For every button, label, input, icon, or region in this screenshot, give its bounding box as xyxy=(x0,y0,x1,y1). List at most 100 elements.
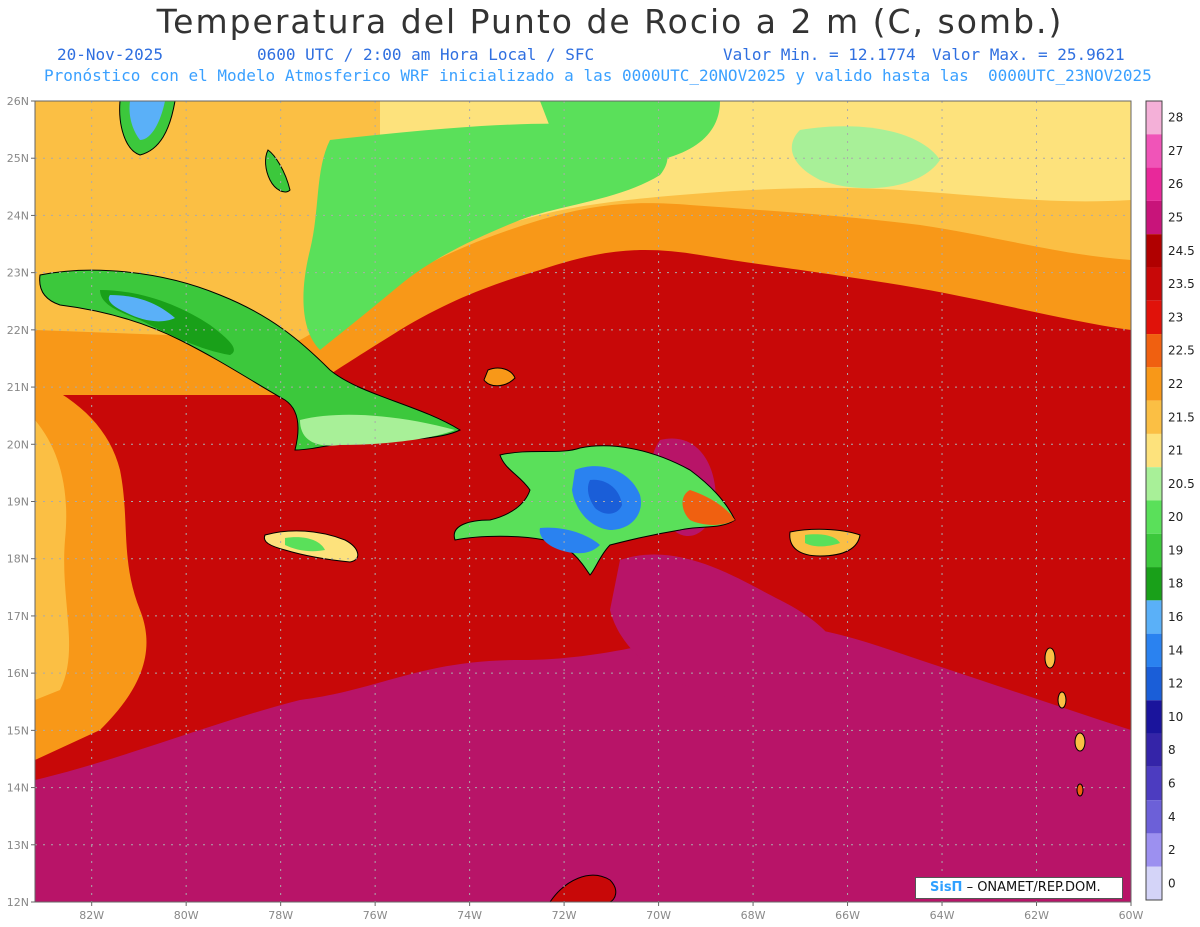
colorbar-swatch xyxy=(1146,833,1162,867)
credit-text: – ONAMET/REP.DOM. xyxy=(962,880,1101,895)
colorbar-label: 22.5 xyxy=(1168,344,1195,358)
lon-tick-label: 66W xyxy=(835,909,860,922)
lon-tick-label: 76W xyxy=(363,909,388,922)
lon-tick-label: 78W xyxy=(268,909,293,922)
colorbar-swatch xyxy=(1146,800,1162,834)
colorbar-label: 19 xyxy=(1168,543,1183,557)
martinique xyxy=(1074,732,1086,752)
colorbar-swatch xyxy=(1146,300,1162,335)
colorbar-swatch xyxy=(1146,101,1162,135)
colorbar-swatch xyxy=(1146,234,1162,268)
lon-tick-label: 70W xyxy=(646,909,671,922)
colorbar-label: 20.5 xyxy=(1168,477,1195,491)
colorbar-label: 14 xyxy=(1168,643,1183,657)
lon-tick-label: 82W xyxy=(79,909,104,922)
lat-tick-label: 23N xyxy=(7,267,29,280)
colorbar-swatch xyxy=(1146,267,1162,301)
forecast-time: 0600 UTC / 2:00 am Hora Local / SFC xyxy=(257,45,595,64)
colorbar-label: 4 xyxy=(1168,810,1176,824)
lon-tick-label: 72W xyxy=(552,909,577,922)
colorbar-swatch xyxy=(1146,500,1162,534)
map-grid xyxy=(35,101,1131,902)
lat-tick-label: 15N xyxy=(7,724,29,737)
lat-tick-label: 17N xyxy=(7,610,29,623)
andros xyxy=(265,149,291,193)
colorbar-label: 10 xyxy=(1168,710,1183,724)
colorbar-swatch xyxy=(1146,633,1162,667)
colorbar-swatch xyxy=(1146,700,1162,734)
lon-tick-label: 68W xyxy=(741,909,766,922)
map-title: Temperatura del Punto de Rocio a 2 m (C,… xyxy=(156,2,1064,41)
lat-tick-label: 12N xyxy=(7,896,29,909)
colorbar-swatch xyxy=(1146,766,1162,801)
colorbar-label: 23 xyxy=(1168,310,1183,324)
lat-tick-label: 13N xyxy=(7,839,29,852)
lat-tick-label: 22N xyxy=(7,324,29,337)
guajira-coast xyxy=(549,874,617,902)
florida-blue xyxy=(129,101,165,140)
lat-tick-label: 24N xyxy=(7,209,29,222)
green-region-north xyxy=(540,101,720,164)
colorbar-swatch xyxy=(1146,367,1162,401)
colorbar-label: 18 xyxy=(1168,577,1183,591)
st-lucia xyxy=(1076,783,1084,797)
green-region xyxy=(303,123,668,350)
colorbar-label: 23.5 xyxy=(1168,277,1195,291)
lat-tick-label: 25N xyxy=(7,152,29,165)
colorbar-swatch xyxy=(1146,567,1162,601)
lat-tick-label: 14N xyxy=(7,782,29,795)
forecast-description: Pronóstico con el Modelo Atmosferico WRF… xyxy=(44,66,1152,85)
colorbar-label: 8 xyxy=(1168,743,1176,757)
colorbar-label: 28 xyxy=(1168,111,1183,125)
map-field xyxy=(35,101,1131,902)
lon-tick-label: 62W xyxy=(1024,909,1049,922)
colorbar-label: 2 xyxy=(1168,843,1176,857)
lon-tick-label: 80W xyxy=(174,909,199,922)
colorbar-label: 6 xyxy=(1168,776,1176,790)
colorbar-swatch xyxy=(1146,334,1162,368)
colorbar-label: 16 xyxy=(1168,610,1183,624)
colorbar-swatch xyxy=(1146,866,1162,900)
dominica xyxy=(1057,691,1067,709)
lon-tick-label: 74W xyxy=(457,909,482,922)
colorbar-swatch xyxy=(1146,200,1162,235)
sispi-logo: SisΠ xyxy=(930,880,963,895)
west-band-light xyxy=(35,420,70,700)
colorbar-swatch xyxy=(1146,467,1162,501)
colorbar-swatch xyxy=(1146,167,1162,201)
central-magenta xyxy=(610,554,847,709)
forecast-date: 20-Nov-2025 xyxy=(57,45,163,64)
colorbar-label: 22 xyxy=(1168,377,1183,391)
colorbar-label: 0 xyxy=(1168,876,1176,890)
jamaica-green xyxy=(285,537,325,552)
colorbar-label: 20 xyxy=(1168,510,1183,524)
lat-tick-label: 16N xyxy=(7,667,29,680)
hispaniola-deep-blue xyxy=(587,479,622,514)
colorbar-swatch xyxy=(1146,600,1162,634)
colorbar-label: 12 xyxy=(1168,677,1183,691)
colorbar-label: 21.5 xyxy=(1168,410,1195,424)
max-value: Valor Max. = 25.9621 xyxy=(932,45,1125,64)
colorbar: 2827262524.523.52322.52221.52120.5201918… xyxy=(1145,100,1195,901)
lat-tick-label: 18N xyxy=(7,553,29,566)
turks-caicos xyxy=(483,367,516,387)
colorbar-swatch xyxy=(1146,400,1162,434)
latitude-ticks: 26N 25N 24N 23N 22N 21N 20N 19N 18N 17N 16N 15N 14N 1… xyxy=(7,95,35,909)
colorbar-border xyxy=(1145,100,1163,901)
hispaniola-east-orange xyxy=(682,490,735,525)
lat-tick-label: 19N xyxy=(7,496,29,509)
lon-tick-label: 60W xyxy=(1119,909,1144,922)
colorbar-swatch xyxy=(1146,134,1162,168)
colorbar-label: 21 xyxy=(1168,444,1183,458)
colorbar-swatch xyxy=(1146,733,1162,767)
lat-tick-label: 26N xyxy=(7,95,29,108)
cuba-east-light xyxy=(300,414,455,446)
lat-tick-label: 21N xyxy=(7,381,29,394)
colorbar-label: 27 xyxy=(1168,144,1183,158)
colorbar-label: 26 xyxy=(1168,177,1183,191)
puerto-rico-green xyxy=(805,534,840,547)
lon-tick-label: 64W xyxy=(930,909,955,922)
south-magenta xyxy=(35,625,1131,902)
green-patch-east xyxy=(791,126,940,189)
